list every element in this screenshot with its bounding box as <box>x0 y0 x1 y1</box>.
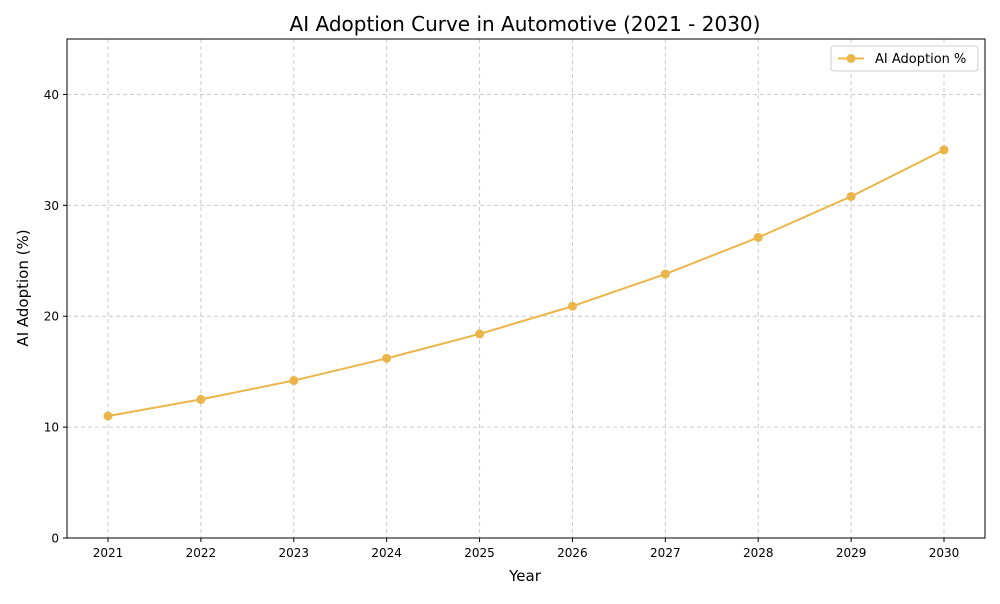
data-point <box>660 269 670 279</box>
data-point <box>567 301 577 311</box>
x-tick-label: 2027 <box>650 546 681 560</box>
x-tick-label: 2030 <box>929 546 960 560</box>
x-tick-label: 2024 <box>371 546 402 560</box>
data-point <box>103 411 113 421</box>
data-point <box>846 191 856 201</box>
data-point <box>382 353 392 363</box>
data-point <box>289 376 299 386</box>
series-line <box>107 148 945 418</box>
x-tick-label: 2023 <box>279 546 310 560</box>
data-point <box>939 145 949 155</box>
x-axis-label: Year <box>508 567 542 585</box>
legend: AI Adoption % <box>830 45 979 72</box>
y-tick-label: 10 <box>44 421 59 435</box>
chart-title: AI Adoption Curve in Automotive (2021 - … <box>290 12 761 36</box>
y-tick-label: 40 <box>44 88 59 102</box>
x-tick-label: 2021 <box>93 546 124 560</box>
y-axis-label: AI Adoption (%) <box>14 229 32 346</box>
x-tick-label: 2029 <box>836 546 867 560</box>
x-tick-label: 2025 <box>464 546 495 560</box>
x-tick-label: 2022 <box>186 546 217 560</box>
legend-marker-swatch <box>846 54 856 63</box>
axis-ticks: 2021 2022 2023 2024 2025 2026 2027 2028 2029 2030… <box>44 88 960 560</box>
y-tick-label: 0 <box>51 532 59 546</box>
plot-area-frame <box>66 38 986 539</box>
data-point <box>196 394 206 404</box>
legend-entry-label: AI Adoption % <box>875 52 966 67</box>
data-point <box>475 329 485 339</box>
x-tick-label: 2028 <box>743 546 774 560</box>
y-tick-label: 30 <box>44 199 59 213</box>
series-layer <box>103 145 949 421</box>
x-tick-label: 2026 <box>557 546 588 560</box>
grid <box>67 39 985 539</box>
data-point <box>753 232 763 242</box>
legend-box <box>830 45 979 72</box>
y-tick-label: 20 <box>44 310 59 324</box>
